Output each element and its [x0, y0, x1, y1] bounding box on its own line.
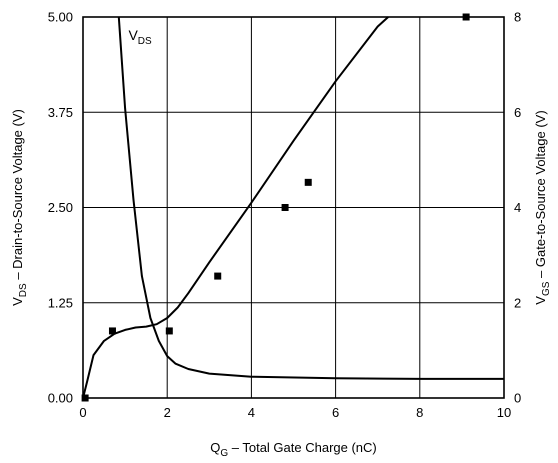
grid: [83, 17, 504, 398]
y-right-tick-label: 2: [514, 295, 521, 310]
x-tick-label: 0: [79, 405, 86, 420]
y-right-tick-label: 4: [514, 200, 521, 215]
y-right-tick-label: 0: [514, 391, 521, 406]
y-left-tick-label: 1.25: [48, 295, 73, 310]
y-right-tick-labels: 0 2 4 6 8: [514, 10, 521, 406]
curves: [82, 16, 504, 399]
x-tick-label: 2: [164, 405, 171, 420]
vgs-curve: [82, 16, 389, 399]
x-axis-title: QG – Total Gate Charge (nC): [210, 440, 377, 459]
y-left-axis-title: VDS – Drain-to-Source Voltage (V): [10, 109, 29, 306]
x-tick-label: 4: [248, 405, 255, 420]
data-point-marker: [108, 327, 116, 335]
y-left-tick-label: 5.00: [48, 10, 73, 25]
y-left-tick-label: 2.50: [48, 200, 73, 215]
x-tick-label: 6: [332, 405, 339, 420]
data-point-marker: [281, 204, 289, 211]
data-point-marker: [214, 272, 222, 280]
plot-frame: [82, 16, 505, 399]
x-tick-labels: 0 2 4 6 8 10: [79, 405, 511, 420]
vds-curve-annotation: VDS: [128, 27, 152, 47]
data-point-marker: [304, 178, 312, 186]
x-tick-label: 10: [497, 405, 511, 420]
y-left-tick-label: 3.75: [48, 105, 73, 120]
data-point-marker: [165, 327, 173, 335]
vds-curve: [117, 16, 504, 380]
x-tick-label: 8: [416, 405, 423, 420]
y-left-tick-label: 0.00: [48, 391, 73, 406]
y-right-tick-label: 6: [514, 105, 521, 120]
y-right-tick-label: 8: [514, 10, 521, 25]
y-right-axis-title: VGS – Gate-to-Source Voltage (V): [533, 110, 552, 304]
y-left-tick-labels: 0.00 1.25 2.50 3.75 5.00: [48, 10, 73, 406]
